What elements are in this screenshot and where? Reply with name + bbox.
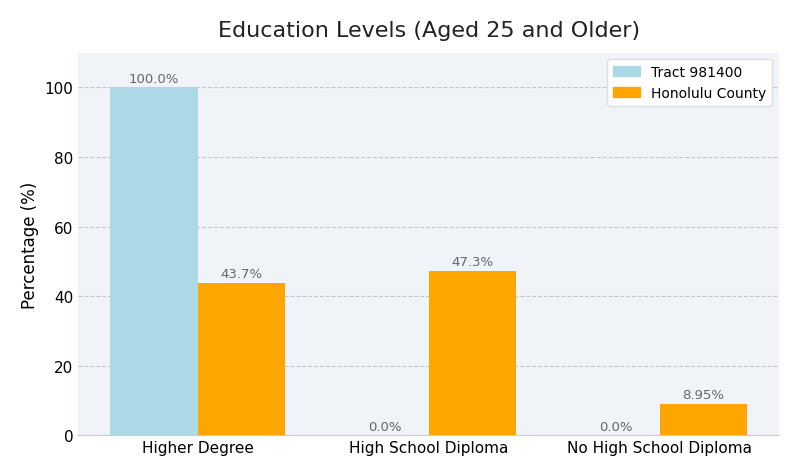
Bar: [429, 271, 516, 436]
Text: 8.95%: 8.95%: [682, 388, 725, 402]
Text: 43.7%: 43.7%: [221, 268, 262, 281]
Text: 0.0%: 0.0%: [599, 420, 633, 433]
Title: Education Levels (Aged 25 and Older): Education Levels (Aged 25 and Older): [218, 21, 640, 41]
Bar: [659, 404, 747, 436]
Bar: [198, 284, 286, 436]
Text: 100.0%: 100.0%: [129, 72, 179, 85]
Y-axis label: Percentage (%): Percentage (%): [21, 181, 39, 308]
Text: 0.0%: 0.0%: [368, 420, 402, 433]
Legend: Tract 981400, Honolulu County: Tract 981400, Honolulu County: [607, 60, 772, 106]
Text: 47.3%: 47.3%: [451, 256, 494, 268]
Bar: [110, 88, 198, 436]
